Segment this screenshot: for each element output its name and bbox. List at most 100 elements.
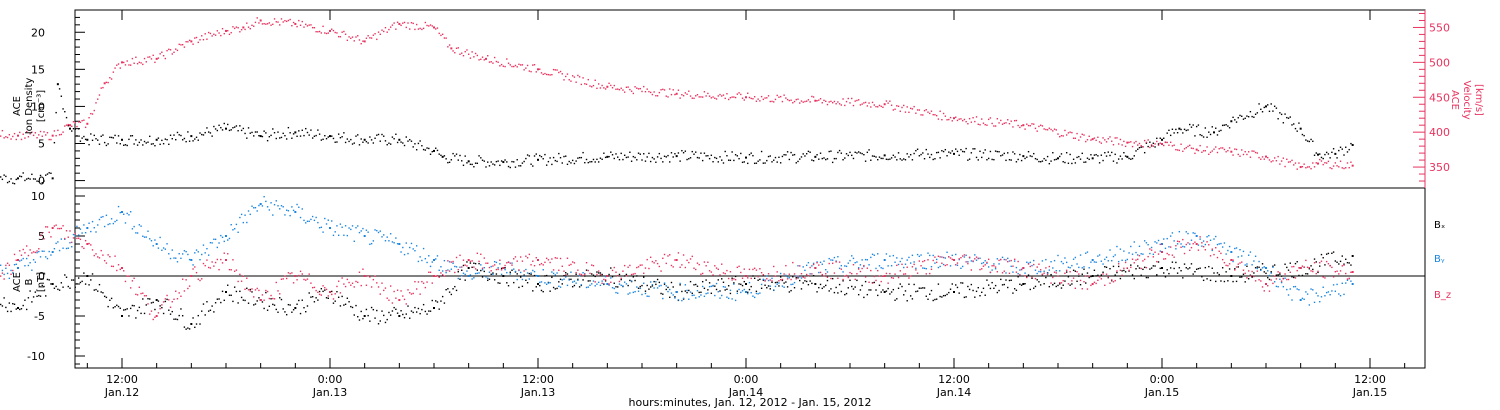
series-3-fill-dot xyxy=(303,219,305,222)
series-3-fill-dot xyxy=(1128,252,1130,254)
series-4-point-4 xyxy=(51,227,54,229)
series-3-fill-dot xyxy=(1247,254,1250,256)
series-3-fill-dot xyxy=(1107,260,1109,262)
series-1-fill-dot xyxy=(913,105,915,108)
series-0-point-24 xyxy=(814,155,817,158)
series-3-fill-dot xyxy=(617,292,619,294)
series-3-fill-dot xyxy=(1081,267,1083,269)
series-1-point-6 xyxy=(86,122,89,125)
series-3-fill-dot xyxy=(656,287,659,289)
series-2-fill-dot xyxy=(450,293,453,296)
series-3-fill-dot xyxy=(816,261,818,263)
series-0-fill-dot xyxy=(256,131,258,133)
series-3-fill-dot xyxy=(1117,260,1120,263)
series-0-fill-dot xyxy=(1098,162,1101,164)
series-0-fill-dot xyxy=(712,161,714,163)
series-1-fill-dot xyxy=(689,95,692,97)
series-2-fill-dot xyxy=(1235,280,1238,283)
series-4-fill-dot xyxy=(98,257,101,259)
series-3-fill-dot xyxy=(213,238,215,240)
series-2-fill-dot xyxy=(164,300,167,303)
series-3-fill-dot xyxy=(488,271,491,273)
series-0-fill-dot xyxy=(513,161,515,163)
series-0-fill-dot xyxy=(1303,134,1305,137)
series-0-fill-dot xyxy=(164,138,167,140)
series-2-fill-dot xyxy=(396,312,399,314)
series-1-fill-dot xyxy=(244,28,246,31)
series-0-fill-dot xyxy=(632,155,635,158)
series-3-fill-dot xyxy=(1,269,4,272)
series-2-fill-dot xyxy=(1291,276,1293,278)
series-3-fill-dot xyxy=(993,263,995,265)
series-4-fill-dot xyxy=(1322,276,1324,278)
series-0-fill-dot xyxy=(315,134,317,137)
series-2-point-22 xyxy=(814,283,817,285)
series-2-fill-dot xyxy=(452,288,454,290)
series-4-fill-dot xyxy=(996,271,999,273)
series-0-point-36 xyxy=(1299,127,1302,130)
series-4-fill-dot xyxy=(760,272,763,274)
series-2-fill-dot xyxy=(119,307,121,309)
series-2-fill-dot xyxy=(320,288,323,290)
series-0-fill-dot xyxy=(889,158,891,160)
series-1-point-28 xyxy=(1022,124,1025,127)
series-4-fill-dot xyxy=(679,266,681,269)
series-2-fill-dot xyxy=(792,276,794,278)
series-1-fill-dot xyxy=(461,52,463,54)
series-2-fill-dot xyxy=(1247,278,1250,280)
series-3-fill-dot xyxy=(722,285,725,288)
series-0-fill-dot xyxy=(812,160,815,162)
series-2-fill-dot xyxy=(337,296,340,298)
series-1-fill-dot xyxy=(1076,132,1078,135)
series-1-fill-dot xyxy=(991,122,993,125)
series-3-fill-dot xyxy=(1244,264,1246,266)
series-0-fill-dot xyxy=(1116,162,1118,164)
series-1-fill-dot xyxy=(197,41,199,44)
series-0-fill-dot xyxy=(613,157,615,160)
series-0-fill-dot xyxy=(1202,136,1205,138)
series-0-fill-dot xyxy=(1275,107,1278,109)
series-4-fill-dot xyxy=(221,262,224,264)
series-2-fill-dot xyxy=(105,296,108,299)
series-4-fill-dot xyxy=(128,275,130,277)
series-4-fill-dot xyxy=(682,254,685,256)
series-4-fill-dot xyxy=(727,277,730,280)
series-3-fill-dot xyxy=(1249,251,1252,253)
series-0-fill-dot xyxy=(476,162,479,165)
series-2-fill-dot xyxy=(272,303,274,306)
series-4-fill-dot xyxy=(750,277,752,280)
series-2-point-24 xyxy=(953,291,955,293)
series-0-fill-dot xyxy=(1332,148,1335,150)
series-1-fill-dot xyxy=(946,119,948,121)
series-0-fill-dot xyxy=(551,163,553,166)
series-1-fill-dot xyxy=(91,113,94,115)
series-4-fill-dot xyxy=(428,271,430,273)
series-4-fill-dot xyxy=(227,253,229,255)
series-1-fill-dot xyxy=(643,85,645,88)
series-1-fill-dot xyxy=(181,43,184,46)
series-2-fill-dot xyxy=(904,290,907,292)
series-4-fill-dot xyxy=(1303,266,1305,268)
series-0-fill-dot xyxy=(611,154,614,156)
series-3-fill-dot xyxy=(565,276,567,278)
series-4-fill-dot xyxy=(637,266,640,268)
series-0-fill-dot xyxy=(112,137,115,139)
series-3-fill-dot xyxy=(270,202,272,204)
series-4-fill-dot xyxy=(1239,262,1241,264)
series-1-fill-dot xyxy=(513,65,515,68)
series-0-fill-dot xyxy=(116,142,118,144)
series-0-fill-dot xyxy=(717,161,719,163)
series-0-fill-dot xyxy=(1289,116,1291,118)
series-0-fill-dot xyxy=(124,144,127,146)
series-0-fill-dot xyxy=(403,144,406,147)
series-4-fill-dot xyxy=(412,292,414,295)
series-0-fill-dot xyxy=(573,162,576,165)
series-0-fill-dot xyxy=(819,152,822,154)
series-2-point-25 xyxy=(1022,283,1025,285)
x-tick-time-1: 0:00 xyxy=(318,373,343,386)
series-2-fill-dot xyxy=(909,295,912,297)
series-1-fill-dot xyxy=(1280,160,1283,162)
series-0-point-35 xyxy=(1265,105,1267,108)
series-4-fill-dot xyxy=(994,266,997,268)
series-0-fill-dot xyxy=(826,158,829,160)
